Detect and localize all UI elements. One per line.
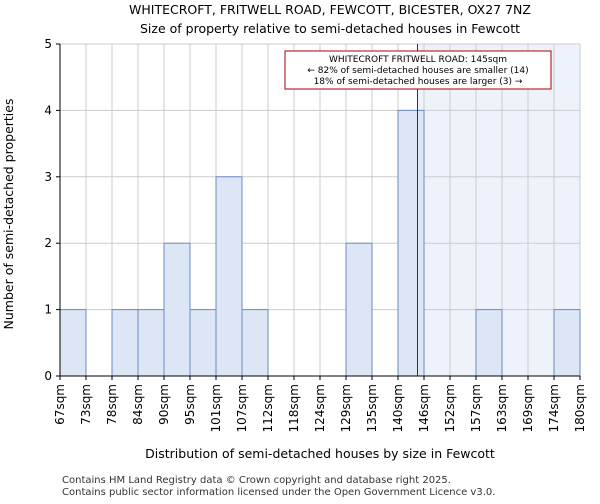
x-tick-label: 90sqm <box>157 384 171 425</box>
bar <box>137 309 165 377</box>
x-tick-label: 157sqm <box>469 384 483 432</box>
x-tick-label: 78sqm <box>105 384 119 425</box>
y-tick-label: 4 <box>44 103 52 117</box>
x-tick-label: 169sqm <box>521 384 535 432</box>
y-tick-label: 2 <box>44 236 52 250</box>
footer-line-2: Contains public sector information licen… <box>62 487 495 498</box>
x-tick-label: 107sqm <box>235 384 249 432</box>
y-tick-label: 5 <box>44 37 52 51</box>
x-tick-label: 95sqm <box>183 384 197 425</box>
x-tick-label: 146sqm <box>417 384 431 432</box>
bar <box>553 309 581 377</box>
y-tick-label: 3 <box>44 170 52 184</box>
bar <box>111 309 139 377</box>
x-tick-label: 180sqm <box>573 384 587 432</box>
bar <box>163 242 191 377</box>
x-tick-label: 73sqm <box>79 384 93 425</box>
bar <box>475 309 503 377</box>
bar <box>241 309 269 377</box>
bar <box>215 176 243 377</box>
y-tick-label: 0 <box>44 369 52 383</box>
x-tick-label: 135sqm <box>365 384 379 432</box>
bar <box>189 309 217 377</box>
x-tick-label: 174sqm <box>547 384 561 432</box>
x-tick-label: 152sqm <box>443 384 457 432</box>
x-tick-label: 67sqm <box>53 384 67 425</box>
x-tick-label: 129sqm <box>339 384 353 432</box>
annotation-box <box>284 50 552 90</box>
chart-subtitle: Size of property relative to semi-detach… <box>140 21 520 36</box>
plot-area: 0 1 2 3 4 5 67sqm 73sqm 78sqm 84sqm 90sqm 95sqm 101s… <box>44 37 587 432</box>
x-tick-label: 101sqm <box>209 384 223 432</box>
x-tick-label: 112sqm <box>261 384 275 432</box>
x-tick-label: 124sqm <box>313 384 327 432</box>
bar <box>397 109 425 377</box>
bar <box>59 309 87 377</box>
x-tick-label: 118sqm <box>287 384 301 432</box>
footer-line-1: Contains HM Land Registry data © Crown c… <box>62 475 451 486</box>
annotation-line: 18% of semi-detached houses are larger (… <box>314 77 523 87</box>
annotation-line: WHITECROFT FRITWELL ROAD: 145sqm <box>329 55 507 65</box>
x-tick-label: 163sqm <box>495 384 509 432</box>
y-axis-label: Number of semi-detached properties <box>1 99 16 330</box>
x-axis-label: Distribution of semi-detached houses by … <box>145 446 495 461</box>
x-tick-label: 84sqm <box>131 384 145 425</box>
x-tick-label: 140sqm <box>391 384 405 432</box>
bar <box>345 242 373 377</box>
chart-title: WHITECROFT, FRITWELL ROAD, FEWCOTT, BICE… <box>129 2 531 17</box>
annotation-line: ← 82% of semi-detached houses are smalle… <box>307 66 528 76</box>
y-tick-label: 1 <box>44 303 52 317</box>
